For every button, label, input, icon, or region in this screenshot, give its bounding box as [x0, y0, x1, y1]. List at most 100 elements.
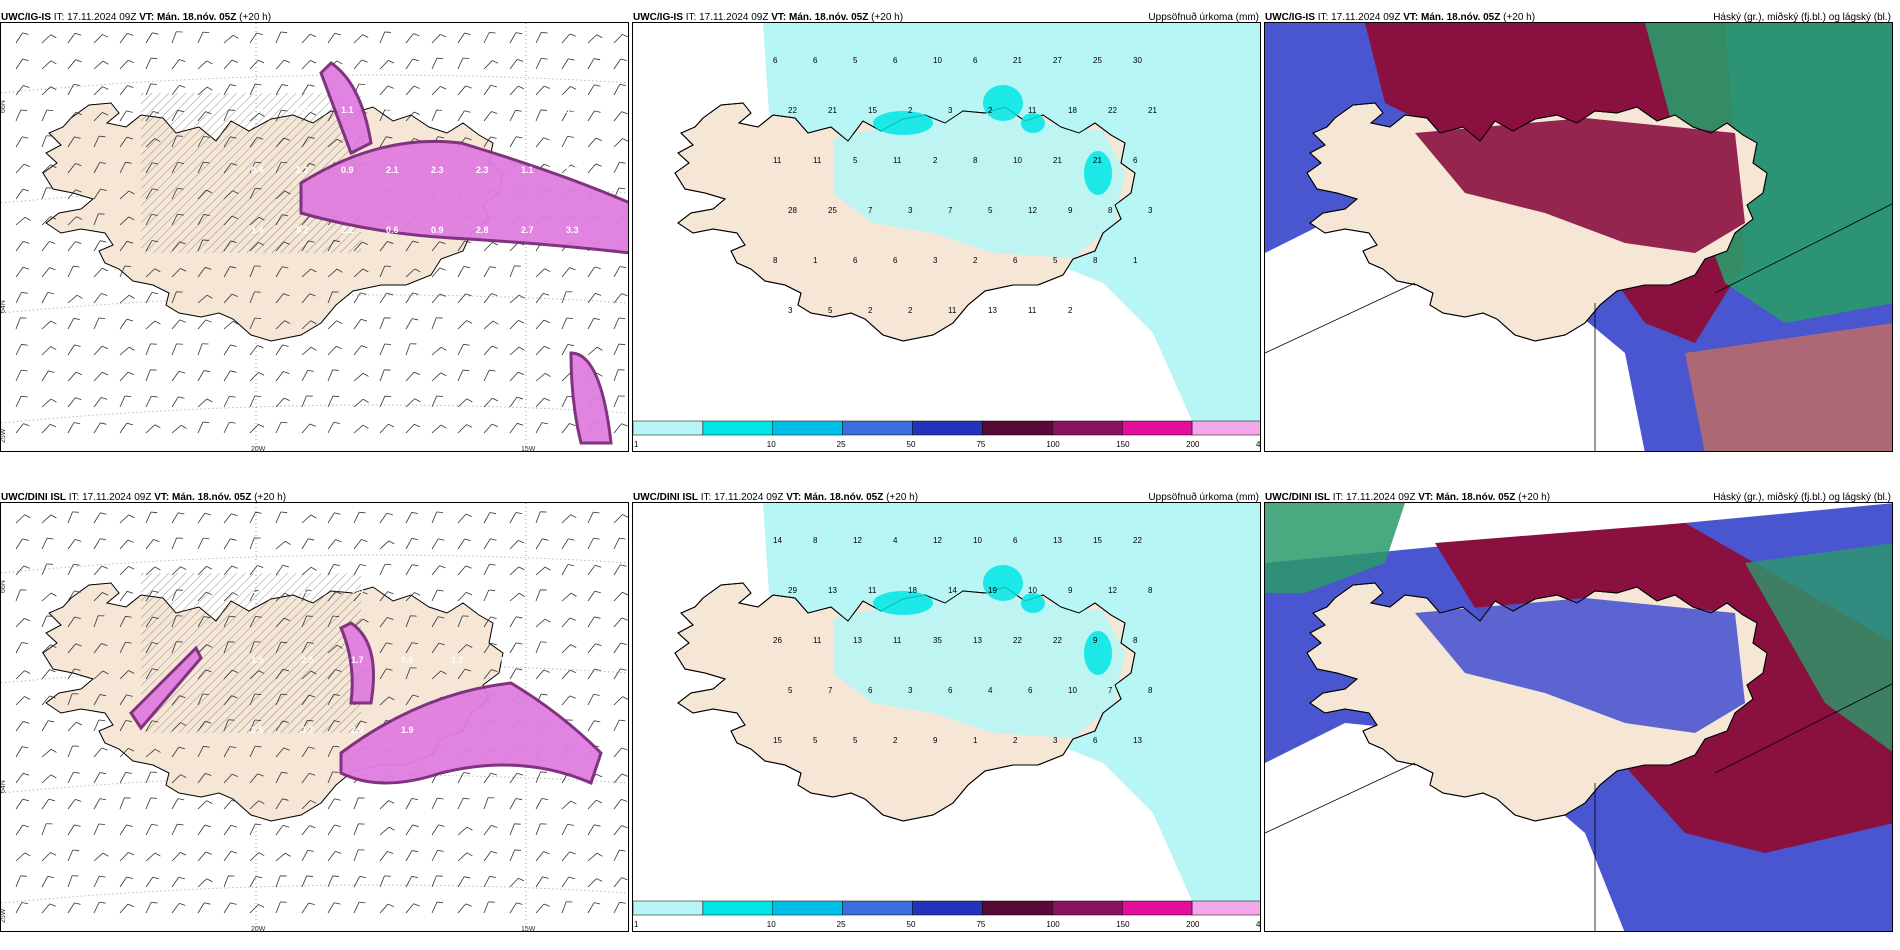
barb-staff [457, 565, 467, 576]
colorbar-swatch [842, 900, 913, 916]
wind-barb [457, 424, 473, 434]
wind-barb [613, 266, 627, 278]
wind-barb [379, 826, 395, 836]
barb-flag [124, 265, 132, 267]
barb-staff [379, 903, 389, 914]
wind-barb [509, 642, 523, 654]
snow-area [569, 351, 613, 445]
barb-flag [282, 668, 290, 672]
snow-amount-label: 0.4 [251, 105, 264, 115]
cloud-over-land [1415, 118, 1745, 253]
barb-staff [249, 59, 259, 70]
wind-barb [197, 319, 212, 330]
wind-barb [223, 565, 238, 576]
barb-flag [518, 346, 525, 351]
barb-flag [541, 693, 548, 696]
barb-staff [119, 110, 127, 122]
barb-flag [621, 877, 628, 881]
barb-staff [405, 850, 413, 862]
wind-barb [41, 216, 57, 226]
barb-staff [93, 60, 104, 70]
wind-barb [119, 615, 132, 628]
barb-flag [569, 33, 576, 37]
barb-staff [535, 538, 543, 550]
barb-flag [387, 241, 394, 244]
barb-staff [15, 216, 26, 226]
barb-flag [50, 216, 57, 220]
precip-heavy-area [873, 591, 933, 615]
wind-barb [509, 798, 523, 810]
barb-flag [518, 294, 525, 299]
wind-barb [15, 720, 30, 732]
barb-staff [327, 240, 335, 252]
barb-flag [516, 422, 524, 426]
barb-flag [569, 423, 576, 427]
snow-amount-label: 0.5 [431, 105, 444, 115]
barb-flag [541, 798, 549, 801]
precip-amount-label: 8 [773, 256, 778, 265]
wind-barb [301, 346, 317, 356]
barb-staff [275, 540, 286, 550]
precip-amount-label: 6 [1013, 536, 1018, 545]
wind-barb [509, 58, 524, 70]
barb-flag [492, 397, 499, 402]
wind-barb [327, 798, 341, 810]
wind-barb [223, 538, 237, 550]
barb-staff [379, 826, 390, 836]
snow-amount-label: 3.2 [296, 225, 309, 235]
colorbar-swatch [842, 420, 913, 436]
barb-staff [353, 241, 363, 252]
wind-barb [197, 693, 210, 706]
wind-barb [483, 512, 497, 524]
barb-staff [41, 135, 47, 148]
barb-staff [535, 903, 545, 914]
wind-barb [405, 538, 418, 550]
wind-barb [587, 137, 602, 148]
wind-barb [145, 395, 158, 408]
wind-barb [119, 240, 134, 252]
wind-barb [275, 266, 289, 278]
colorbar-swatch [702, 900, 774, 916]
barb-staff [327, 644, 338, 654]
barb-flag [151, 642, 159, 645]
cloud-over-land [1415, 598, 1745, 733]
wind-barb [223, 746, 237, 758]
precip-amount-label: 11 [868, 586, 877, 595]
wind-barb [41, 370, 55, 382]
barb-staff [119, 216, 130, 226]
barb-staff [483, 293, 492, 304]
wind-barb [249, 852, 265, 862]
border-line [1714, 683, 1892, 774]
wind-barb [457, 903, 472, 914]
barb-flag [464, 240, 471, 244]
barb-flag [594, 266, 601, 270]
barb-staff [67, 799, 76, 810]
wind-barb [379, 423, 395, 434]
barb-staff [353, 424, 364, 434]
barb-staff [327, 345, 337, 356]
wind-barb [41, 644, 57, 654]
barb-flag [128, 294, 135, 299]
barb-staff [275, 320, 285, 330]
barb-staff [379, 668, 387, 680]
barb-flag [622, 514, 628, 518]
barb-flag [412, 824, 419, 827]
barb-flag [310, 268, 317, 273]
barb-flag [202, 421, 210, 424]
barb-flag [154, 320, 161, 325]
barb-staff [327, 720, 335, 732]
wind-barb [483, 320, 499, 330]
barb-staff [223, 615, 230, 628]
barb-flag [230, 370, 237, 373]
wind-barb [67, 799, 82, 810]
barb-flag [204, 824, 211, 828]
wind-barb [15, 902, 29, 914]
barb-flag [283, 137, 290, 141]
barb-flag [101, 747, 108, 751]
barb-flag [361, 591, 368, 595]
barb-flag [150, 343, 157, 345]
barb-staff [67, 590, 75, 602]
barb-staff [535, 876, 543, 888]
wind-barb [613, 58, 627, 70]
wind-barb [353, 511, 366, 524]
